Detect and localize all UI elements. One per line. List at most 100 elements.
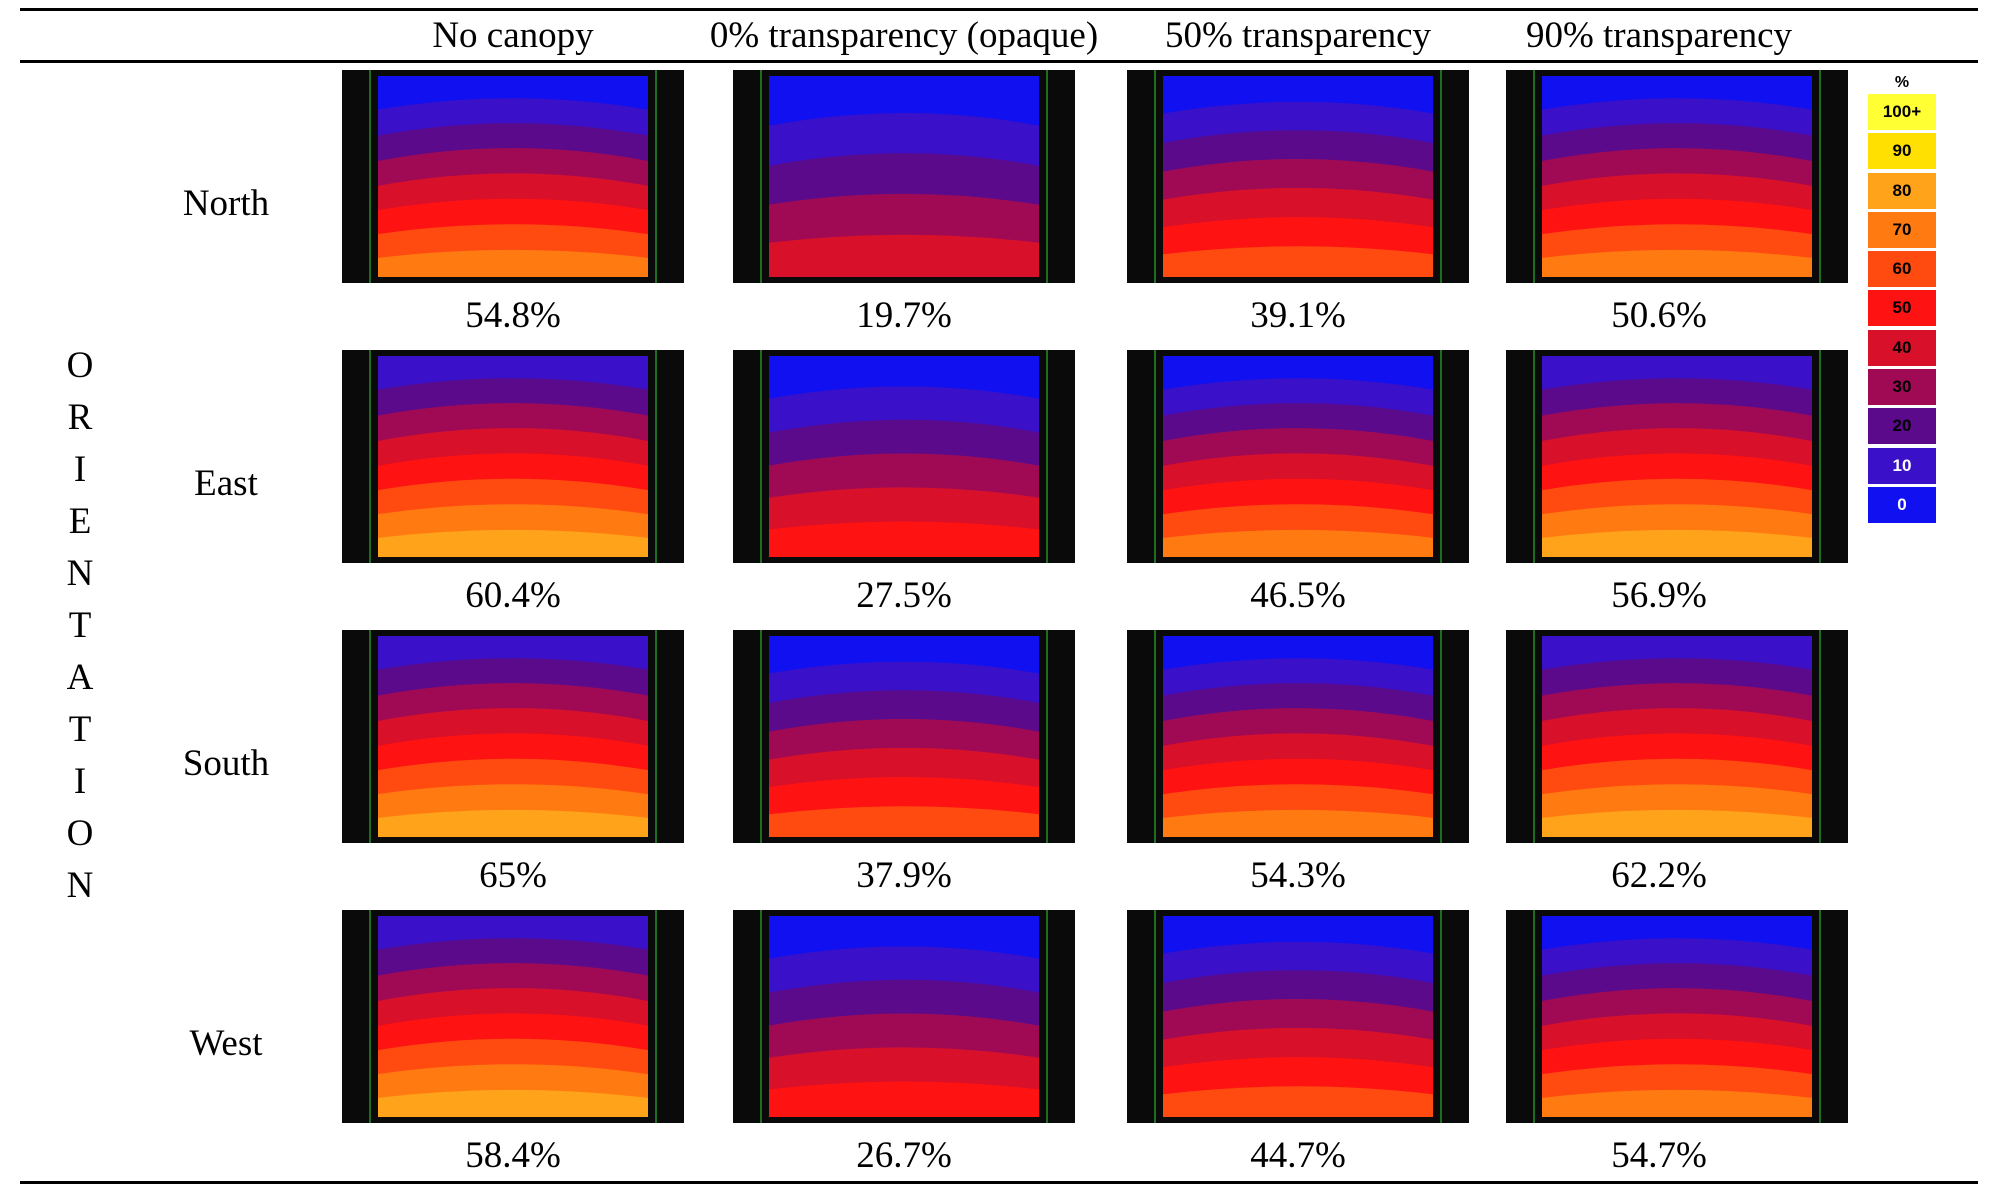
value-north-no-canopy: 54.8% xyxy=(465,295,561,336)
legend-swatch: 40 xyxy=(1868,329,1936,366)
daylight-heatmap-north-90 xyxy=(1506,70,1848,283)
daylight-heatmap-north-opaque xyxy=(733,70,1075,283)
column-header-50: 50% transparency xyxy=(1164,15,1432,56)
orientation-letter: T xyxy=(68,605,92,646)
orientation-letter: I xyxy=(73,449,87,490)
color-legend: % 100+ 90 80 70 60 50 40 30 20 10 0 xyxy=(1868,72,1936,526)
heatmap-contour-band xyxy=(1163,246,1433,277)
value-east-no-canopy: 60.4% xyxy=(465,575,561,616)
heatmap-svg xyxy=(733,910,1075,1123)
legend-swatch: 20 xyxy=(1868,408,1936,445)
column-header-opaque: 0% transparency (opaque) xyxy=(709,15,1099,56)
heatmap-svg xyxy=(342,70,684,283)
orientation-axis-label: O R I E N T A T I O N xyxy=(55,340,105,912)
orientation-letter: N xyxy=(66,865,94,906)
value-west-opaque: 26.7% xyxy=(856,1135,952,1176)
daylight-heatmap-west-90 xyxy=(1506,910,1848,1123)
heatmap-svg xyxy=(342,350,684,563)
heatmap-svg xyxy=(1127,910,1469,1123)
header-rule xyxy=(20,60,1978,63)
daylight-heatmap-east-90 xyxy=(1506,350,1848,563)
daylight-heatmap-south-50 xyxy=(1127,630,1469,843)
heatmap-contour-band xyxy=(1542,249,1812,277)
value-north-50: 39.1% xyxy=(1250,295,1346,336)
heatmap-svg xyxy=(342,910,684,1123)
legend-swatch: 70 xyxy=(1868,211,1936,248)
value-east-90: 56.9% xyxy=(1611,575,1707,616)
heatmap-contour-band xyxy=(1163,1086,1433,1117)
row-label-north: North xyxy=(182,183,270,224)
daylight-heatmap-north-50 xyxy=(1127,70,1469,283)
heatmap-contour-band xyxy=(378,529,648,557)
legend-swatch: 10 xyxy=(1868,447,1936,484)
value-east-opaque: 27.5% xyxy=(856,575,952,616)
daylight-heatmap-west-no-canopy xyxy=(342,910,684,1123)
heatmap-contour-band xyxy=(378,1089,648,1117)
orientation-letter: T xyxy=(68,709,92,750)
legend-swatch: 30 xyxy=(1868,369,1936,406)
heatmap-svg xyxy=(1506,350,1848,563)
heatmap-svg xyxy=(1506,910,1848,1123)
daylight-heatmap-east-50 xyxy=(1127,350,1469,563)
value-east-50: 46.5% xyxy=(1250,575,1346,616)
value-south-90: 62.2% xyxy=(1611,855,1707,896)
legend-swatch: 0 xyxy=(1868,486,1936,523)
orientation-letter: O xyxy=(66,813,94,854)
heatmap-svg xyxy=(733,630,1075,843)
orientation-letter: I xyxy=(73,761,87,802)
row-label-south: South xyxy=(182,743,270,784)
heatmap-contour-band xyxy=(769,234,1039,277)
heatmap-svg xyxy=(342,630,684,843)
orientation-letter: A xyxy=(66,657,94,698)
heatmap-contour-band xyxy=(769,1081,1039,1117)
bottom-rule xyxy=(20,1181,1978,1184)
legend-swatch: 90 xyxy=(1868,133,1936,170)
legend-swatch: 50 xyxy=(1868,290,1936,327)
orientation-letter: O xyxy=(66,345,94,386)
heatmap-contour-band xyxy=(769,521,1039,557)
value-south-50: 54.3% xyxy=(1250,855,1346,896)
heatmap-contour-band xyxy=(378,249,648,277)
column-header-90: 90% transparency xyxy=(1525,15,1793,56)
column-header-no-canopy: No canopy xyxy=(432,15,594,56)
orientation-letter: N xyxy=(66,553,94,594)
heatmap-svg xyxy=(733,70,1075,283)
daylight-heatmap-east-opaque xyxy=(733,350,1075,563)
daylight-heatmap-south-no-canopy xyxy=(342,630,684,843)
legend-swatch: 80 xyxy=(1868,172,1936,209)
heatmap-contour-band xyxy=(769,806,1039,837)
legend-title: % xyxy=(1894,74,1910,91)
heatmap-contour-band xyxy=(1542,809,1812,837)
daylight-heatmap-east-no-canopy xyxy=(342,350,684,563)
value-west-90: 54.7% xyxy=(1611,1135,1707,1176)
value-south-no-canopy: 65% xyxy=(479,855,547,896)
value-south-opaque: 37.9% xyxy=(856,855,952,896)
legend-swatch: 60 xyxy=(1868,251,1936,288)
heatmap-contour-band xyxy=(378,809,648,837)
value-north-90: 50.6% xyxy=(1611,295,1707,336)
heatmap-svg xyxy=(1127,630,1469,843)
orientation-letter: R xyxy=(67,397,93,438)
orientation-letter: E xyxy=(68,501,92,542)
legend-swatch: 100+ xyxy=(1868,94,1936,130)
heatmap-svg xyxy=(733,350,1075,563)
heatmap-contour-band xyxy=(1163,809,1433,837)
daylight-heatmap-north-no-canopy xyxy=(342,70,684,283)
row-label-east: East xyxy=(194,463,258,504)
row-label-west: West xyxy=(189,1023,263,1064)
daylight-heatmap-west-opaque xyxy=(733,910,1075,1123)
heatmap-svg xyxy=(1506,630,1848,843)
daylight-heatmap-south-90 xyxy=(1506,630,1848,843)
value-west-no-canopy: 58.4% xyxy=(465,1135,561,1176)
value-west-50: 44.7% xyxy=(1250,1135,1346,1176)
daylight-heatmap-west-50 xyxy=(1127,910,1469,1123)
heatmap-contour-band xyxy=(1163,529,1433,557)
value-north-opaque: 19.7% xyxy=(856,295,952,336)
heatmap-svg xyxy=(1506,70,1848,283)
daylight-heatmap-south-opaque xyxy=(733,630,1075,843)
heatmap-contour-band xyxy=(1542,529,1812,557)
heatmap-svg xyxy=(1127,70,1469,283)
heatmap-contour-band xyxy=(1542,1089,1812,1117)
heatmap-svg xyxy=(1127,350,1469,563)
top-rule xyxy=(20,8,1978,11)
